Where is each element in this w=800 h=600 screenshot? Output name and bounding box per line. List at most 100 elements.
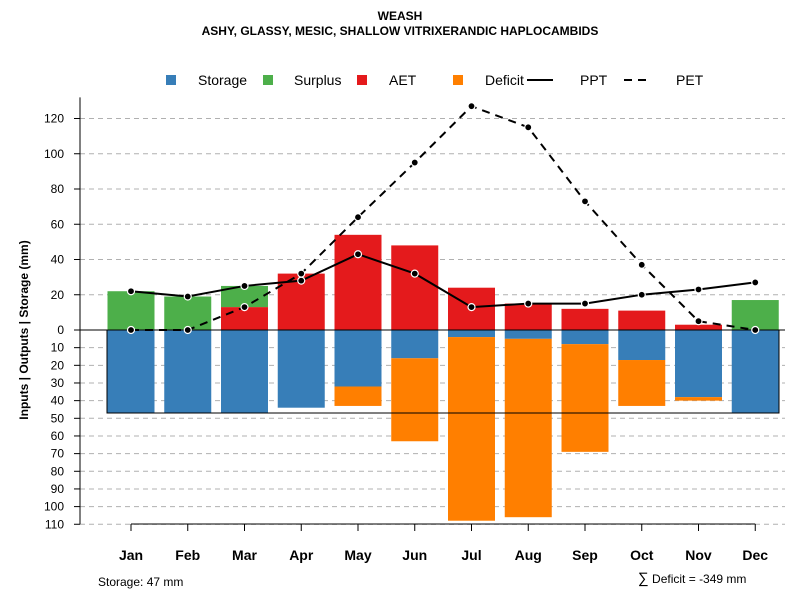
y-tick-label: 80 xyxy=(51,464,65,478)
y-tick-label: 120 xyxy=(44,112,64,126)
legend-aet-label: AET xyxy=(389,72,417,88)
x-tick-label: Mar xyxy=(232,547,257,563)
x-tick-label: May xyxy=(344,547,371,563)
bar-deficit xyxy=(334,386,382,406)
bar-surplus xyxy=(221,285,268,308)
pet-point xyxy=(524,123,533,132)
legend-surplus-label: Surplus xyxy=(294,72,341,88)
x-tick-label: Sep xyxy=(572,547,598,563)
bar-storage xyxy=(334,330,382,387)
axes: 0 20 40 60 80 100 120 10 20 30 40 50 60 70 80 90 100 110 I… xyxy=(17,97,768,563)
legend-storage-label: Storage xyxy=(198,72,247,88)
bar-storage xyxy=(107,330,155,414)
bar-aet xyxy=(618,310,666,330)
bar-deficit xyxy=(618,360,666,406)
bar-storage xyxy=(561,330,609,345)
bar-aet xyxy=(675,324,722,330)
pet-point xyxy=(637,260,646,269)
y-tick-label: 0 xyxy=(57,323,64,337)
legend-pet-label: PET xyxy=(676,72,704,88)
y-tick-label: 100 xyxy=(44,147,64,161)
pet-point xyxy=(694,317,703,326)
x-tick-label: Nov xyxy=(685,547,712,563)
bar-aet xyxy=(561,308,609,330)
bar-aet xyxy=(334,234,382,330)
bar-deficit xyxy=(561,344,609,452)
y-tick-label: 40 xyxy=(51,253,65,267)
bar-surplus xyxy=(107,291,155,330)
x-tick-label: Apr xyxy=(289,547,314,563)
bar-storage xyxy=(618,330,666,361)
y-tick-label: 60 xyxy=(51,217,65,231)
legend: Storage Surplus AET Deficit PPT PET xyxy=(166,72,704,88)
legend-storage-swatch xyxy=(166,75,176,85)
pet-point xyxy=(240,302,249,312)
x-tick-label: Oct xyxy=(630,547,654,563)
deficit-note: Deficit = -349 mm xyxy=(652,572,747,586)
pet-point xyxy=(580,197,590,206)
y-tick-label: 40 xyxy=(51,394,65,408)
bar-surplus xyxy=(731,300,779,330)
x-tick-label: Feb xyxy=(175,547,200,563)
x-tick-label: Aug xyxy=(515,547,542,563)
pet-point xyxy=(126,325,136,335)
bar-aet xyxy=(504,303,552,330)
bar-storage xyxy=(164,330,212,414)
ppt-point xyxy=(580,299,590,308)
ppt-point xyxy=(467,302,476,312)
ppt-point xyxy=(694,285,703,294)
bar-storage xyxy=(504,330,552,339)
bar-surplus xyxy=(164,296,212,330)
y-tick-label: 60 xyxy=(51,429,65,443)
bar-deficit xyxy=(391,358,439,442)
y-tick-label: 50 xyxy=(51,411,65,425)
bars xyxy=(80,234,785,521)
y-tick-label: 80 xyxy=(51,182,65,196)
pet-point xyxy=(410,158,419,167)
bar-aet xyxy=(391,245,439,330)
ppt-point xyxy=(524,299,533,308)
ppt-point xyxy=(637,290,646,299)
bar-storage xyxy=(221,330,268,414)
legend-deficit-swatch xyxy=(453,75,463,85)
sum-icon: ∑ xyxy=(638,570,649,587)
y-axis-label: Inputs | Outputs | Storage (mm) xyxy=(17,240,31,419)
bar-storage xyxy=(391,330,439,359)
y-tick-label: 90 xyxy=(51,482,65,496)
legend-surplus-swatch xyxy=(263,75,273,85)
ppt-point xyxy=(353,250,363,259)
chart-subtitle: ASHY, GLASSY, MESIC, SHALLOW VITRIXERAND… xyxy=(201,24,599,38)
y-tick-label: 110 xyxy=(45,517,64,531)
ppt-point xyxy=(183,292,192,301)
bar-storage xyxy=(448,330,495,338)
deficit-summary: ∑ Deficit = -349 mm xyxy=(638,570,746,587)
x-tick-label: Jun xyxy=(402,547,427,563)
x-tick-label: Jan xyxy=(119,547,143,563)
pet-point xyxy=(467,102,476,111)
ppt-point xyxy=(410,269,419,278)
legend-deficit-label: Deficit xyxy=(485,72,524,88)
chart-title: WEASH xyxy=(377,9,423,23)
y-tick-label: 30 xyxy=(51,376,65,390)
legend-ppt-label: PPT xyxy=(580,72,608,88)
x-tick-label: Jul xyxy=(461,547,481,563)
pet-point xyxy=(297,269,306,278)
bar-storage xyxy=(675,330,722,398)
pet-point xyxy=(751,325,760,335)
y-tick-label: 20 xyxy=(51,288,65,302)
legend-aet-swatch xyxy=(357,75,367,85)
bar-storage xyxy=(731,330,779,414)
storage-note: Storage: 47 mm xyxy=(98,575,184,589)
bar-storage xyxy=(277,330,325,408)
bar-deficit xyxy=(448,337,495,521)
pet-point xyxy=(183,325,192,335)
ppt-point xyxy=(297,276,306,285)
ppt-point xyxy=(240,281,249,291)
bar-deficit xyxy=(504,338,552,518)
y-tick-label: 70 xyxy=(51,447,65,461)
x-tick-label: Dec xyxy=(742,547,768,563)
pet-point xyxy=(353,213,363,222)
ppt-line xyxy=(130,253,756,309)
lines xyxy=(126,102,760,335)
